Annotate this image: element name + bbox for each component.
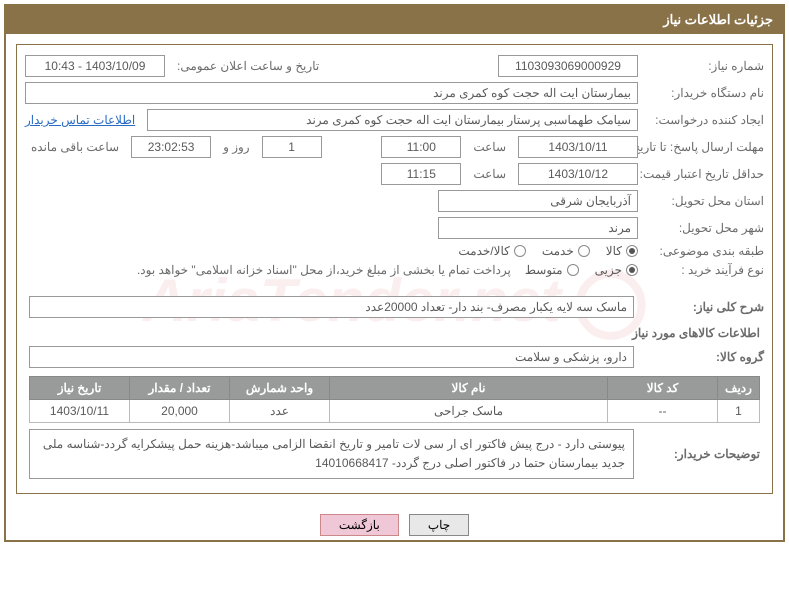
deadline-send-label: مهلت ارسال پاسخ: تا تاریخ:	[644, 140, 764, 154]
th-date: تاریخ نیاز	[30, 377, 130, 400]
items-section-title: اطلاعات کالاهای مورد نیاز	[29, 326, 760, 340]
radio-goods-icon	[626, 245, 638, 257]
buyer-org-label: نام دستگاه خریدار:	[644, 86, 764, 100]
group-field: دارو، پزشکی و سلامت	[29, 346, 634, 368]
province-field: آذربایجان شرقی	[438, 190, 638, 212]
table-row: 1 -- ماسک جراحی عدد 20,000 1403/10/11	[30, 400, 760, 423]
td-qty: 20,000	[130, 400, 230, 423]
radio-service[interactable]: خدمت	[542, 244, 590, 258]
panel-title: جزئیات اطلاعات نیاز	[663, 12, 773, 27]
items-table: ردیف کد کالا نام کالا واحد شمارش تعداد /…	[29, 376, 760, 423]
buyer-notes-label: توضیحات خریدار:	[640, 447, 760, 461]
deadline-send-time: 11:00	[381, 136, 461, 158]
subject-class-group: کالا خدمت کالا/خدمت	[458, 244, 638, 258]
days-and: روز و	[217, 140, 256, 154]
price-valid-date: 1403/10/12	[518, 163, 638, 185]
proc-type-group: جزیی متوسط	[525, 263, 638, 277]
button-row: چاپ بازگشت	[6, 504, 783, 540]
ann-dt-field: 1403/10/09 - 10:43	[25, 55, 165, 77]
td-code: --	[608, 400, 718, 423]
radio-medium-icon	[567, 264, 579, 276]
radio-medium[interactable]: متوسط	[525, 263, 579, 277]
back-button[interactable]: بازگشت	[320, 514, 399, 536]
proc-type-label: نوع فرآیند خرید :	[644, 263, 764, 277]
city-field: مرند	[438, 217, 638, 239]
subject-class-label: طبقه بندی موضوعی:	[644, 244, 764, 258]
td-idx: 1	[718, 400, 760, 423]
main-panel: جزئیات اطلاعات نیاز شماره نیاز: 11030930…	[4, 4, 785, 542]
days-count: 1	[262, 136, 322, 158]
th-qty: تعداد / مقدار	[130, 377, 230, 400]
price-valid-label: حداقل تاریخ اعتبار قیمت: تا تاریخ:	[644, 167, 764, 181]
requester-label: ایجاد کننده درخواست:	[644, 113, 764, 127]
buyer-notes-box: پیوستی دارد - درج پیش فاکتور ای ار سی لا…	[29, 429, 634, 479]
time-label-2: ساعت	[467, 167, 512, 181]
need-desc-field: ماسک سه لایه یکبار مصرف- بند دار- تعداد …	[29, 296, 634, 318]
group-label: گروه کالا:	[644, 350, 764, 364]
deadline-send-date: 1403/10/11	[518, 136, 638, 158]
panel-header: جزئیات اطلاعات نیاز	[6, 6, 783, 34]
td-unit: عدد	[230, 400, 330, 423]
radio-goods-service-icon	[514, 245, 526, 257]
requester-field: سیامک طهماسبی پرستار بیمارستان ایت اله ح…	[147, 109, 638, 131]
radio-goods[interactable]: کالا	[606, 244, 638, 258]
radio-small-icon	[626, 264, 638, 276]
need-no-field: 1103093069000929	[498, 55, 638, 77]
countdown: 23:02:53	[131, 136, 211, 158]
th-row: ردیف	[718, 377, 760, 400]
buyer-contact-link[interactable]: اطلاعات تماس خریدار	[25, 113, 141, 127]
th-code: کد کالا	[608, 377, 718, 400]
radio-small[interactable]: جزیی	[595, 263, 638, 277]
th-name: نام کالا	[330, 377, 608, 400]
remaining-label: ساعت باقی مانده	[25, 140, 125, 154]
need-no-label: شماره نیاز:	[644, 59, 764, 73]
print-button[interactable]: چاپ	[409, 514, 469, 536]
need-desc-label: شرح کلی نیاز:	[644, 300, 764, 314]
td-name: ماسک جراحی	[330, 400, 608, 423]
radio-service-icon	[578, 245, 590, 257]
price-valid-time: 11:15	[381, 163, 461, 185]
td-date: 1403/10/11	[30, 400, 130, 423]
province-label: استان محل تحویل:	[644, 194, 764, 208]
payment-note: پرداخت تمام یا بخشی از مبلغ خرید،از محل …	[25, 263, 519, 277]
radio-goods-service[interactable]: کالا/خدمت	[458, 244, 525, 258]
details-panel: شماره نیاز: 1103093069000929 تاریخ و ساع…	[16, 44, 773, 494]
city-label: شهر محل تحویل:	[644, 221, 764, 235]
th-unit: واحد شمارش	[230, 377, 330, 400]
buyer-org-field: بیمارستان ایت اله حجت کوه کمری مرند	[25, 82, 638, 104]
ann-dt-label: تاریخ و ساعت اعلان عمومی:	[171, 59, 325, 73]
time-label-1: ساعت	[467, 140, 512, 154]
